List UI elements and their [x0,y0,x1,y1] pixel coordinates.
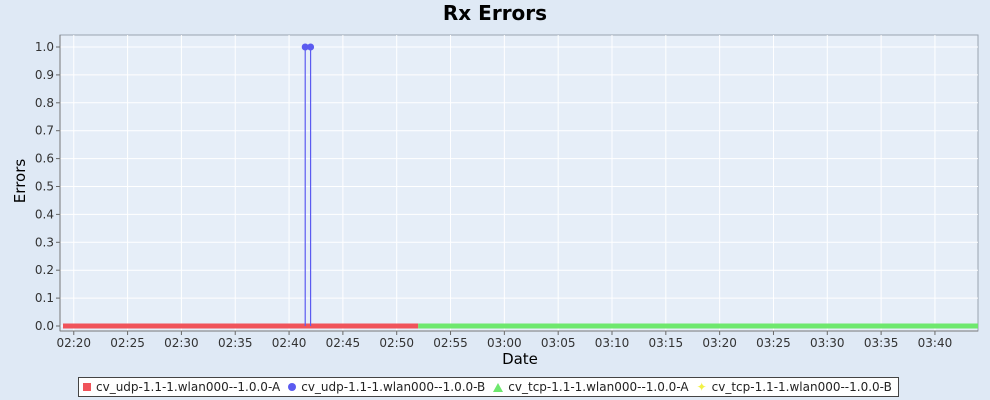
grid [60,35,978,331]
y-tick-label: 0.7 [35,124,54,138]
legend-item-tcp-a: cv_tcp-1.1-1.wlan000--1.0.0-A [493,380,689,394]
star-marker-icon: ✦ [696,380,707,394]
plot-area [59,34,979,332]
y-tick-label: 1.0 [35,40,54,54]
legend-item-udp-b: cv_udp-1.1-1.wlan000--1.0.0-B [288,380,485,394]
legend-label: cv_udp-1.1-1.wlan000--1.0.0-B [301,380,486,394]
y-tick-label: 0.2 [35,263,54,277]
x-tick-label: 03:25 [756,336,791,350]
x-tick-label: 02:35 [218,336,253,350]
x-axis-label: Date [502,350,538,368]
y-tick-label: 0.9 [35,68,54,82]
legend-item-udp-a: cv_udp-1.1-1.wlan000--1.0.0-A [83,380,280,394]
data-point [307,43,315,51]
x-tick-label: 03:05 [541,336,576,350]
y-tick-label: 0.1 [35,291,54,305]
y-tick-label: 0.5 [35,180,54,194]
x-tick-label: 03:40 [918,336,953,350]
x-tick-label: 02:40 [272,336,307,350]
x-tick-label: 03:00 [487,336,522,350]
y-tick-label: 0.6 [35,152,54,166]
y-axis: 0.0 0.1 0.2 0.3 0.4 0.5 0.6 0.7 0.8 0.9 1.0 [35,35,61,333]
x-tick-label: 02:30 [164,336,199,350]
x-tick-label: 03:10 [595,336,630,350]
x-tick-label: 02:20 [56,336,91,350]
y-axis-label: Errors [11,159,29,204]
triangle-marker-icon [493,382,504,392]
x-tick-label: 02:50 [379,336,414,350]
y-tick-label: 0.8 [35,96,54,110]
legend: cv_udp-1.1-1.wlan000--1.0.0-A cv_udp-1.1… [78,377,899,397]
x-tick-label: 02:25 [110,336,145,350]
x-axis: 02:20 02:25 02:30 02:35 02:40 02:45 02:50 02:55… [56,330,978,350]
y-tick-label: 0.0 [35,319,54,333]
chart-title: Rx Errors [443,1,547,25]
x-tick-label: 03:15 [649,336,684,350]
x-tick-label: 03:35 [864,336,899,350]
circle-marker-icon [288,383,297,391]
square-marker-icon [83,383,91,391]
legend-label: cv_tcp-1.1-1.wlan000--1.0.0-B [711,380,892,394]
legend-label: cv_tcp-1.1-1.wlan000--1.0.0-A [508,380,689,394]
legend-label: cv_udp-1.1-1.wlan000--1.0.0-A [96,380,281,394]
y-tick-label: 0.3 [35,235,54,249]
x-tick-label: 03:30 [810,336,845,350]
x-tick-label: 02:55 [433,336,468,350]
data-point [301,43,309,51]
x-tick-label: 02:45 [326,336,361,350]
y-tick-label: 0.4 [35,207,54,221]
legend-item-tcp-b: ✦ cv_tcp-1.1-1.wlan000--1.0.0-B [697,380,892,394]
x-tick-label: 03:20 [702,336,737,350]
series-layer [63,43,978,329]
